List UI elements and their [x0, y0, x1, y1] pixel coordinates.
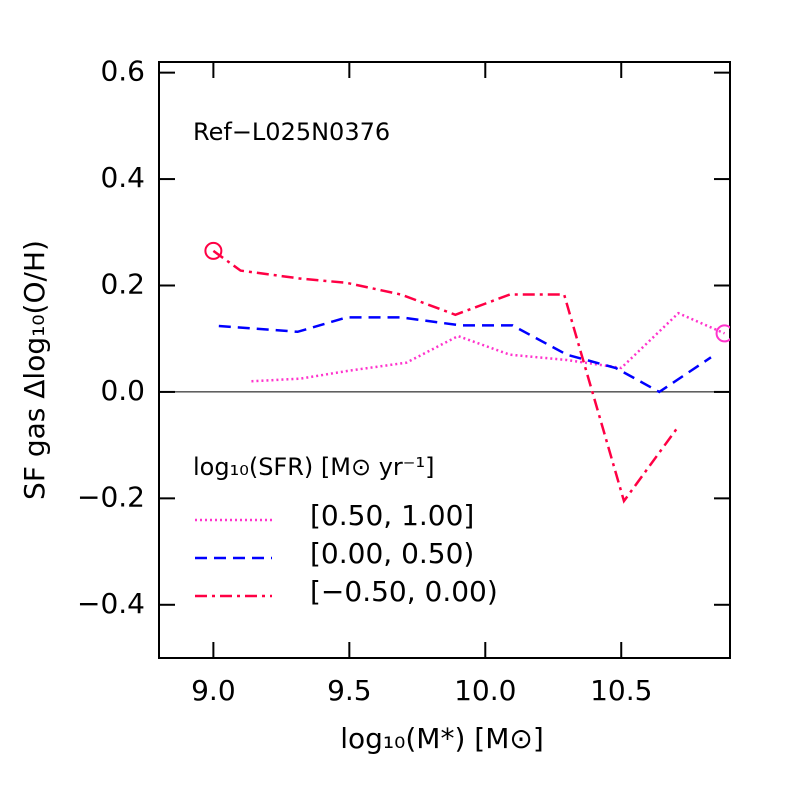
y-tick-label: 0.2: [100, 268, 145, 301]
legend-label: [0.00, 0.50): [310, 537, 474, 570]
y-tick-label: 0.6: [100, 55, 145, 88]
y-tick-label: 0.4: [100, 161, 145, 194]
series-line: [251, 311, 726, 383]
x-axis-label: log₁₀(M*) [M⊙]: [340, 722, 544, 755]
series-line: [218, 316, 712, 394]
legend-label: [−0.50, 0.00): [310, 575, 498, 608]
y-axis-label: SF gas Δlog₁₀(O/H): [18, 240, 51, 500]
end-marker: [715, 324, 730, 343]
x-tick-label: 10.0: [454, 674, 516, 707]
annotation: Ref−L025N0376: [193, 118, 390, 146]
plot-frame: [158, 61, 731, 659]
legend-title: log₁₀(SFR) [M⊙ yr⁻¹]: [193, 453, 434, 481]
legend-label: [0.50, 1.00]: [310, 499, 474, 532]
x-tick-label: 10.5: [590, 674, 652, 707]
y-tick-label: 0.0: [100, 374, 145, 407]
y-tick-label: −0.2: [77, 480, 145, 513]
x-tick-label: 9.0: [191, 674, 236, 707]
y-tick-label: −0.4: [77, 587, 145, 620]
x-tick-label: 9.5: [327, 674, 372, 707]
end-marker: [204, 241, 223, 260]
